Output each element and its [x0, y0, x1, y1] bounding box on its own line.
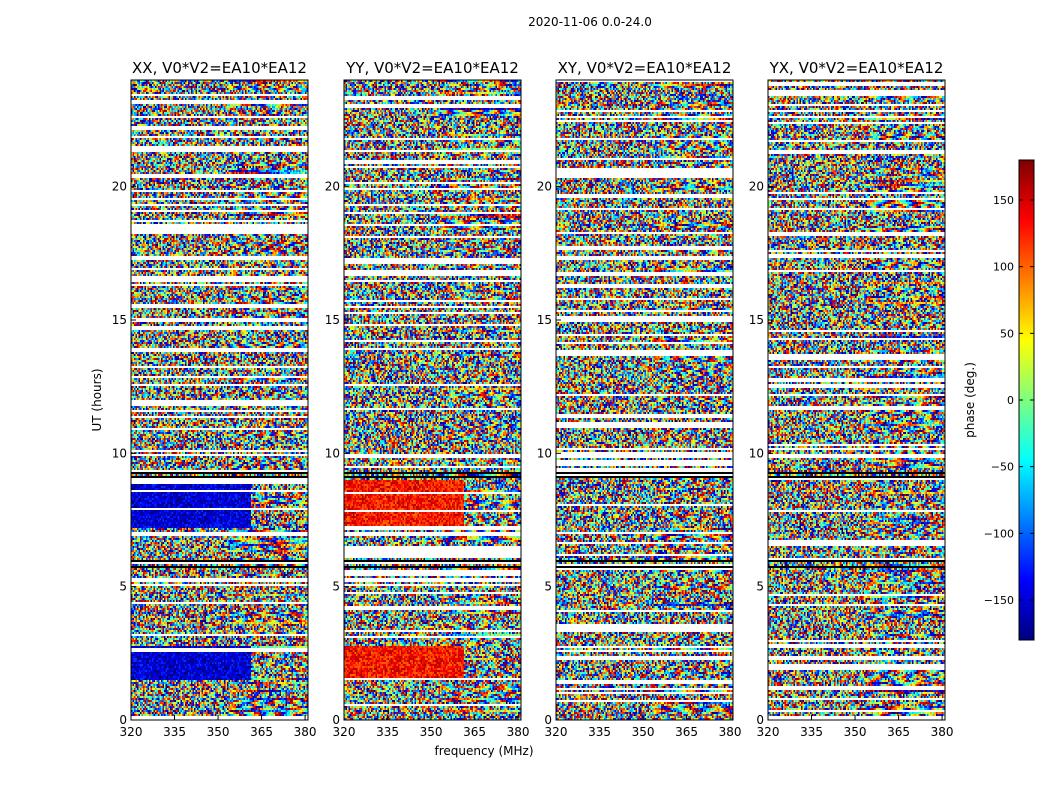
- y-tick-label: 10: [537, 446, 552, 460]
- y-tick-label: 20: [537, 180, 552, 194]
- x-tick-label: 320: [120, 725, 143, 739]
- colorbar-label: phase (deg.): [963, 362, 977, 438]
- x-tick-label: 380: [507, 725, 530, 739]
- x-tick-label: 320: [333, 725, 356, 739]
- plot-frame-xy: [555, 79, 734, 721]
- y-tick-label: 20: [112, 180, 127, 194]
- y-tick-label: 0: [544, 713, 552, 727]
- y-tick-label: 15: [112, 313, 127, 327]
- y-tick-label: 5: [119, 580, 127, 594]
- x-tick-label: 350: [420, 725, 443, 739]
- x-tick-label: 350: [844, 725, 867, 739]
- x-tick-label: 380: [719, 725, 742, 739]
- x-tick-label: 350: [632, 725, 655, 739]
- x-tick-label: 380: [931, 725, 954, 739]
- y-tick-label: 10: [749, 446, 764, 460]
- x-tick-label: 320: [757, 725, 780, 739]
- x-tick-label: 365: [463, 725, 486, 739]
- colorbar-tick-label: −50: [991, 461, 1014, 474]
- colorbar-tick-label: −100: [984, 527, 1014, 540]
- x-tick-label: 335: [588, 725, 611, 739]
- y-tick-label: 0: [756, 713, 764, 727]
- panel-title-xy: XY, V0*V2=EA10*EA12: [558, 59, 732, 77]
- plot-frame-yx: [767, 79, 946, 721]
- panels-group: XX, V0*V2=EA10*EA12 320 335 350 365 380 0 5 10 15…: [112, 59, 954, 739]
- phase-heatmap-yy: [344, 80, 521, 720]
- panel-yy: YY, V0*V2=EA10*EA12 320 335 350 365 380 0 5 10 15…: [325, 59, 530, 739]
- x-tick-label: 365: [887, 725, 910, 739]
- y-tick-label: 15: [537, 313, 552, 327]
- x-tick-label: 335: [800, 725, 823, 739]
- colorbar-tick-label: 50: [1000, 327, 1014, 340]
- x-tick-label: 350: [207, 725, 230, 739]
- colorbar-tick-label: 150: [993, 194, 1014, 207]
- phase-heatmap-yx: [768, 80, 945, 720]
- x-tick-label: 365: [250, 725, 273, 739]
- y-tick-label: 15: [749, 313, 764, 327]
- y-tick-label: 15: [325, 313, 340, 327]
- panel-title-yy: YY, V0*V2=EA10*EA12: [345, 59, 519, 77]
- figure-suptitle: 2020-11-06 0.0-24.0: [528, 15, 652, 29]
- colorbar-tick-label: 100: [993, 261, 1014, 274]
- colorbar-tick-label: 0: [1007, 394, 1014, 407]
- panel-title-yx: YX, V0*V2=EA10*EA12: [769, 59, 944, 77]
- colorbar-tick-label: −150: [984, 594, 1014, 607]
- panel-xy: XY, V0*V2=EA10*EA12 320 335 350 365 380 0 5 10 15…: [537, 59, 742, 739]
- x-tick-label: 335: [376, 725, 399, 739]
- y-tick-label: 5: [756, 580, 764, 594]
- phase-heatmap-xy: [556, 80, 733, 720]
- plot-frame-yy: [343, 79, 522, 721]
- y-tick-label: 0: [119, 713, 127, 727]
- x-axis-label: frequency (MHz): [434, 744, 533, 758]
- panel-yx: YX, V0*V2=EA10*EA12 320 335 350 365 380 0 5 10 15…: [749, 59, 954, 739]
- panel-xx: XX, V0*V2=EA10*EA12 320 335 350 365 380 0 5 10 15…: [112, 59, 317, 739]
- panel-title-xx: XX, V0*V2=EA10*EA12: [132, 59, 307, 77]
- x-tick-label: 320: [545, 725, 568, 739]
- y-tick-label: 20: [325, 180, 340, 194]
- plot-frame-xx: [130, 79, 309, 721]
- x-tick-label: 335: [163, 725, 186, 739]
- y-tick-label: 20: [749, 180, 764, 194]
- x-tick-label: 365: [675, 725, 698, 739]
- y-axis-label: UT (hours): [90, 368, 104, 431]
- y-tick-label: 5: [332, 580, 340, 594]
- y-tick-label: 0: [332, 713, 340, 727]
- y-tick-label: 10: [112, 446, 127, 460]
- y-tick-label: 10: [325, 446, 340, 460]
- colorbar: 150 100 50 0 −50 −100 −150: [984, 159, 1035, 641]
- y-tick-label: 5: [544, 580, 552, 594]
- x-tick-label: 380: [294, 725, 317, 739]
- phase-heatmap-xx: [131, 80, 308, 720]
